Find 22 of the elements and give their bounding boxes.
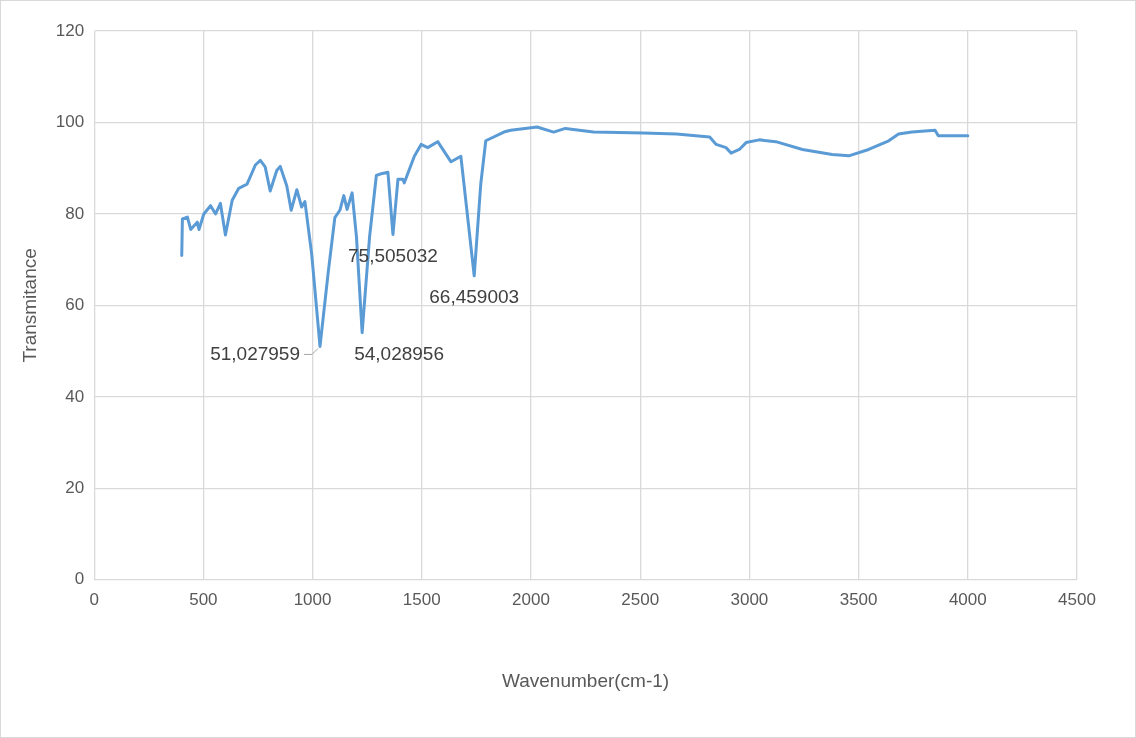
y-tick-label: 60 <box>65 295 85 315</box>
x-tick-label: 1000 <box>293 589 332 609</box>
x-tick-label: 0 <box>89 589 99 609</box>
y-tick-label: 20 <box>65 478 85 498</box>
y-tick-label: 80 <box>65 203 85 223</box>
x-tick-label: 3500 <box>839 589 878 609</box>
x-tick-label: 2500 <box>621 589 660 609</box>
y-axis-title: Transmitance <box>18 248 40 363</box>
x-tick-label: 4000 <box>948 589 987 609</box>
x-axis-title: Wavenumber(cm-1) <box>502 669 670 691</box>
annotation: 51,027959 <box>210 342 300 364</box>
annotation: 54,028956 <box>354 342 444 364</box>
x-tick-label: 4500 <box>1058 589 1096 609</box>
x-tick-label: 2000 <box>512 589 550 609</box>
y-tick-label: 120 <box>55 20 85 40</box>
y-tick-label: 100 <box>55 112 85 132</box>
x-tick-label: 500 <box>189 589 218 609</box>
y-tick-label: 0 <box>74 569 85 589</box>
x-tick-label: 3000 <box>730 589 769 609</box>
y-tick-label: 40 <box>65 386 85 406</box>
x-tick-label: 1500 <box>402 589 441 609</box>
annotation: 66,459003 <box>429 286 520 308</box>
